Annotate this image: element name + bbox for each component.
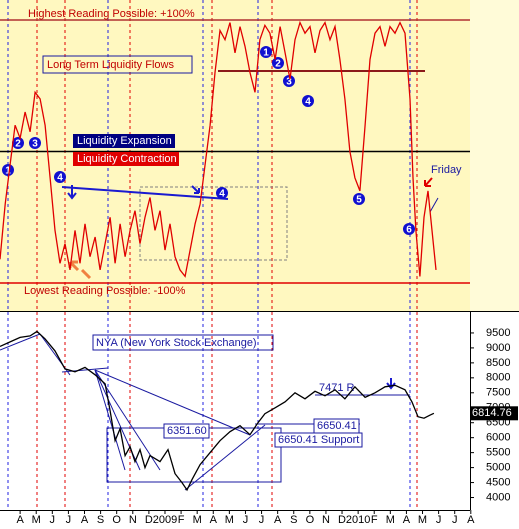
- title-box: [42, 55, 193, 74]
- marker: [302, 95, 314, 107]
- annotation: Liquidity Expansion: [77, 135, 172, 147]
- annotation: 6351.60: [167, 425, 207, 437]
- label-bg: [73, 134, 175, 148]
- marker: [29, 137, 41, 149]
- marker-label: 3: [32, 139, 38, 150]
- marker-label: 1: [263, 48, 269, 59]
- x-tick-label: S: [290, 514, 297, 526]
- annotation: 6650.41: [317, 420, 357, 432]
- last-value-bg: [470, 406, 518, 421]
- marker: [353, 193, 365, 205]
- marker-label: 4: [219, 189, 225, 200]
- data-line: [0, 330, 435, 492]
- x-tick-label: N: [129, 514, 137, 526]
- x-tick-label: A: [274, 514, 282, 526]
- annotation: 6650.41 Support: [278, 434, 359, 446]
- annotation: 7471 R: [319, 382, 355, 394]
- x-tick-label: J: [50, 514, 56, 526]
- arrow: [67, 185, 77, 200]
- chart-title: NYA (New York Stock Exchange): [96, 337, 257, 349]
- marker: [260, 46, 272, 58]
- marker: [283, 75, 295, 87]
- x-tick-label: S: [97, 514, 104, 526]
- annotation: Friday: [431, 164, 462, 176]
- x-tick-label: D: [338, 514, 346, 526]
- marker-label: 1: [5, 166, 11, 177]
- trend-line: [184, 424, 266, 491]
- chart-title: Long Term Liquidity Flows: [47, 59, 174, 71]
- x-tick-label: M: [32, 514, 41, 526]
- trend-line: [61, 367, 109, 373]
- marker: [2, 164, 14, 176]
- annotation: Liquidity Contraction: [77, 153, 177, 165]
- y-tick-label: 8500: [486, 357, 510, 369]
- data-line: [0, 20, 437, 278]
- y-tick-label: 7500: [486, 387, 510, 399]
- label-box: [163, 423, 210, 439]
- arrow: [191, 185, 200, 194]
- marker-label: 2: [275, 59, 281, 70]
- x-tick-label: A: [81, 514, 89, 526]
- x-tick-label: A: [403, 514, 411, 526]
- marker-label: 4: [305, 97, 311, 108]
- x-tick-label: F: [178, 514, 185, 526]
- arrow: [386, 378, 396, 390]
- x-tick-label: J: [452, 514, 458, 526]
- marker-label: 2: [15, 139, 21, 150]
- trend-line: [61, 186, 229, 200]
- y-tick-label: 8000: [486, 372, 510, 384]
- x-tick-label: M: [386, 514, 395, 526]
- x-tick-label: 2010: [346, 514, 370, 526]
- x-tick-label: M: [418, 514, 427, 526]
- y-tick-label: 6000: [486, 432, 510, 444]
- x-tick-label: 2009: [153, 514, 177, 526]
- x-tick-label: J: [259, 514, 265, 526]
- x-tick-label: N: [322, 514, 330, 526]
- trend-line: [0, 333, 41, 351]
- x-tick-label: A: [16, 514, 24, 526]
- last-value-label: 6814.76: [472, 407, 512, 419]
- x-tick-label: A: [210, 514, 218, 526]
- label-bg: [73, 152, 179, 166]
- y-tick-label: 4500: [486, 476, 510, 488]
- y-tick-label: 4000: [486, 491, 510, 503]
- label-box: [274, 432, 363, 448]
- marker-label: 3: [286, 77, 292, 88]
- marker-label: 5: [356, 195, 362, 206]
- x-tick-label: M: [225, 514, 234, 526]
- top-axis-area: [470, 0, 519, 311]
- annotation: Lowest Reading Possible: -100%: [24, 285, 186, 297]
- x-tick-label: A: [467, 514, 475, 526]
- x-tick-label: M: [193, 514, 202, 526]
- y-tick-label: 9000: [486, 342, 510, 354]
- x-tick-label: F: [371, 514, 378, 526]
- x-tick-label: O: [306, 514, 315, 526]
- trend-line: [94, 369, 126, 471]
- marker-label: 4: [57, 173, 63, 184]
- marker: [12, 137, 24, 149]
- x-tick-label: D: [145, 514, 153, 526]
- y-tick-label: 5000: [486, 462, 510, 474]
- x-tick-label: O: [112, 514, 121, 526]
- markers: 1 2 3 4 4 1 2 3 4 5 6: [2, 46, 415, 236]
- x-tick-label: J: [436, 514, 442, 526]
- x-tick-label: J: [243, 514, 249, 526]
- vertical-guides: [7, 0, 418, 510]
- marker: [216, 187, 228, 199]
- trend-line: [94, 369, 251, 436]
- marker-label: 6: [406, 225, 412, 236]
- lines-layer: [0, 19, 470, 284]
- marker: [272, 57, 284, 69]
- x-tick-label: J: [66, 514, 72, 526]
- marker: [403, 223, 415, 235]
- marker: [54, 171, 66, 183]
- pointer: [429, 197, 439, 213]
- y-tick-label: 9500: [486, 327, 510, 339]
- arrow: [68, 260, 92, 280]
- arrow: [424, 177, 433, 187]
- title-box: [92, 334, 274, 351]
- y-tick-label: 5500: [486, 447, 510, 459]
- annotation: Highest Reading Possible: +100%: [28, 8, 195, 20]
